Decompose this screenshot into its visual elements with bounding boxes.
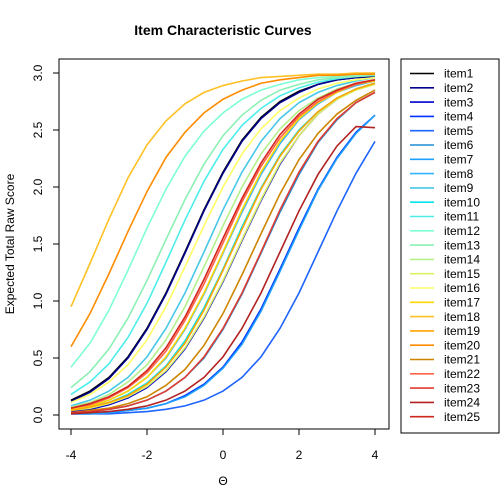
y-tick-label: 0.0	[31, 406, 45, 423]
legend-label-item1: item1	[444, 67, 474, 81]
x-tick-label: 0	[220, 448, 227, 462]
series-layer	[70, 72, 376, 415]
legend-label-item12: item12	[444, 224, 480, 238]
legend-box	[400, 58, 500, 434]
legend-label-item17: item17	[444, 296, 480, 310]
y-tick-label: 2.5	[31, 121, 45, 138]
legend-label-item3: item3	[444, 95, 474, 109]
series-line-item25	[70, 79, 376, 409]
x-tick-label: -4	[66, 448, 77, 462]
legend-label-item21: item21	[444, 353, 480, 367]
series-line-item22	[70, 79, 376, 409]
legend-label-item18: item18	[444, 310, 480, 324]
series-line-item16	[70, 76, 376, 404]
series-line-item3	[70, 82, 376, 413]
legend-label-item19: item19	[444, 324, 480, 338]
x-tick-label: -2	[142, 448, 153, 462]
y-tick-label: 2.0	[31, 178, 45, 195]
y-tick-label: 0.5	[31, 349, 45, 366]
series-line-item7	[71, 114, 376, 415]
series-line-item11	[70, 74, 376, 396]
series-line-item2	[70, 75, 376, 403]
series-line-item8	[70, 80, 376, 411]
series-line-item13	[70, 74, 376, 389]
legend: item1item2item3item4item5item6item7item8…	[410, 67, 480, 424]
series-line-item18	[70, 72, 375, 308]
series-line-item19	[70, 82, 376, 412]
legend-label-item8: item8	[444, 167, 474, 181]
legend-label-item23: item23	[444, 381, 480, 395]
legend-label-item25: item25	[444, 410, 480, 424]
series-line-item12	[70, 73, 376, 368]
legend-label-item2: item2	[444, 81, 474, 95]
y-tick-label: 1.5	[31, 235, 45, 252]
x-tick-label: 4	[372, 448, 379, 462]
legend-label-item14: item14	[444, 253, 480, 267]
series-line-item23	[70, 91, 376, 414]
x-axis-label: Θ	[218, 474, 227, 488]
x-tick-label: 2	[296, 448, 303, 462]
series-line-item24	[70, 125, 376, 415]
series-line-item10	[70, 82, 376, 412]
series-line-item5	[71, 140, 376, 415]
legend-label-item16: item16	[444, 281, 480, 295]
legend-label-item15: item15	[444, 267, 480, 281]
series-line-item21	[70, 89, 376, 414]
plot-area-frame	[58, 58, 390, 430]
legend-label-item22: item22	[444, 367, 480, 381]
legend-label-item4: item4	[444, 110, 474, 124]
legend-label-item13: item13	[444, 238, 480, 252]
legend-label-item6: item6	[444, 138, 474, 152]
legend-label-item10: item10	[444, 195, 480, 209]
legend-label-item11: item11	[444, 210, 479, 224]
series-line-item17	[70, 80, 376, 411]
series-line-item15	[70, 83, 376, 412]
series-line-item14	[70, 79, 376, 408]
y-axis: 0.0 0.5 1.0 1.5 2.0 2.5 3.0	[31, 64, 60, 423]
legend-label-item5: item5	[444, 124, 474, 138]
legend-label-item9: item9	[444, 181, 474, 195]
legend-label-item7: item7	[444, 153, 474, 167]
series-line-item9	[70, 76, 376, 407]
y-axis-label: Expected Total Raw Score	[3, 173, 17, 314]
x-axis: -4 -2 0 2 4	[66, 428, 379, 462]
chart-title: Item Characteristic Curves	[134, 22, 312, 38]
legend-label-item20: item20	[444, 338, 480, 352]
y-tick-label: 1.0	[31, 292, 45, 309]
y-tick-label: 3.0	[31, 64, 45, 81]
legend-label-item24: item24	[444, 396, 480, 410]
series-line-item20	[70, 73, 375, 347]
